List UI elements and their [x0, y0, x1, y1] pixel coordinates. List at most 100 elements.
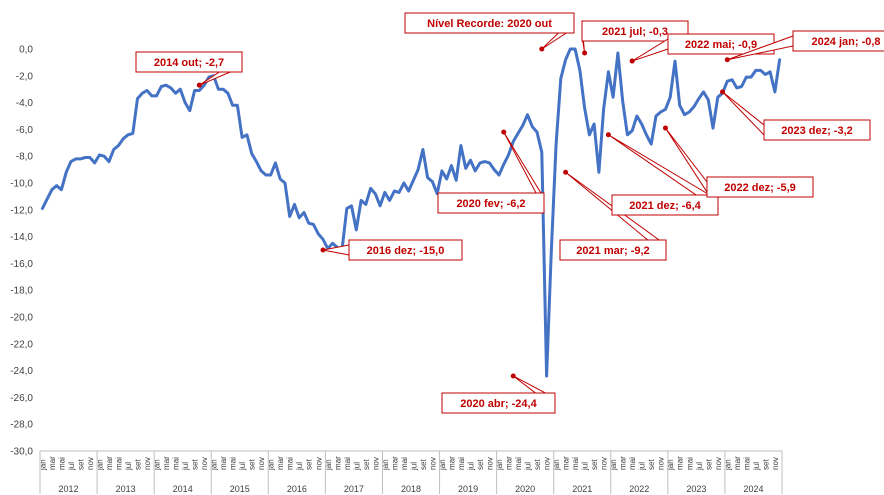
- annotation-marker: [724, 57, 730, 63]
- annotation-box: [135, 51, 243, 73]
- annotation-marker: [510, 373, 516, 379]
- x-tick-label: mar: [333, 456, 342, 470]
- year-label: 2021: [572, 484, 592, 494]
- annotation-box: [706, 176, 814, 198]
- x-tick-label: jul: [524, 462, 533, 471]
- year-label: 2024: [743, 484, 763, 494]
- annotation-pointer: [631, 38, 669, 62]
- x-tick-label: nov: [714, 457, 723, 470]
- annotation-label: 2021 dez; -6,4: [629, 200, 701, 212]
- x-tick-label: nov: [657, 457, 666, 470]
- annotation-marker: [582, 50, 588, 56]
- x-tick-label: set: [761, 459, 770, 470]
- y-tick-label: -26,0: [10, 393, 33, 404]
- x-tick-label: nov: [485, 457, 494, 470]
- annotation-label: 2021 jul; -0,3: [602, 26, 668, 38]
- annotation-box: [404, 12, 575, 34]
- annotation-box: [348, 239, 463, 261]
- y-tick-label: -28,0: [10, 420, 33, 431]
- annotation-label: 2020 abr; -24,4: [460, 398, 537, 410]
- x-tick-label: nov: [771, 457, 780, 470]
- annotation-marker: [605, 132, 611, 138]
- x-tick-label: jan: [38, 459, 47, 471]
- annotation-marker: [501, 129, 507, 135]
- annotation-box: [611, 194, 719, 216]
- x-tick-label: mar: [390, 456, 399, 470]
- x-tick-label: nov: [143, 457, 152, 470]
- x-tick-label: jan: [723, 459, 732, 471]
- y-tick-label: -2,0: [16, 71, 34, 82]
- x-tick-label: nov: [371, 457, 380, 470]
- x-tick-label: mar: [505, 456, 514, 470]
- x-tick-label: set: [533, 459, 542, 470]
- y-tick-label: -4,0: [16, 98, 34, 109]
- annotation-label: 2020 fev; -6,2: [456, 198, 525, 210]
- x-tick-label: jul: [409, 462, 418, 471]
- x-tick-label: jul: [238, 462, 247, 471]
- x-tick-label: set: [362, 459, 371, 470]
- y-tick-label: 0,0: [19, 45, 33, 56]
- year-label: 2019: [458, 484, 478, 494]
- x-tick-label: nov: [200, 457, 209, 470]
- annotation-label: 2021 mar; -9,2: [576, 245, 649, 257]
- x-tick-label: set: [134, 459, 143, 470]
- x-tick-label: set: [76, 459, 85, 470]
- x-tick-label: mar: [619, 456, 628, 470]
- year-label: 2014: [173, 484, 193, 494]
- x-tick-label: mai: [628, 457, 637, 470]
- x-tick-label: jul: [181, 462, 190, 471]
- annotation-label: Nível Recorde: 2020 out: [427, 18, 552, 30]
- x-tick-label: jan: [210, 459, 219, 471]
- x-tick-label: mar: [48, 456, 57, 470]
- x-tick-label: mar: [162, 456, 171, 470]
- x-tick-label: mar: [562, 456, 571, 470]
- x-tick-label: mai: [742, 457, 751, 470]
- x-tick-label: jul: [67, 462, 76, 471]
- x-tick-label: mar: [733, 456, 742, 470]
- annotation-box: [763, 119, 871, 141]
- y-tick-label: -22,0: [10, 339, 33, 350]
- x-tick-label: jan: [552, 459, 561, 471]
- y-tick-label: -18,0: [10, 286, 33, 297]
- x-tick-label: set: [191, 459, 200, 470]
- year-label: 2013: [116, 484, 136, 494]
- x-tick-label: mai: [343, 457, 352, 470]
- series-line: [40, 47, 782, 378]
- annotation-box: [559, 239, 667, 261]
- x-tick-label: set: [590, 459, 599, 470]
- x-tick-label: mai: [114, 457, 123, 470]
- annotation-label: 2016 dez; -15,0: [367, 245, 445, 257]
- annotation-marker: [629, 58, 635, 64]
- annotation-box: [792, 30, 884, 52]
- annotation-label: 2022 dez; -5,9: [724, 182, 796, 194]
- x-tick-label: jan: [324, 459, 333, 471]
- x-tick-label: set: [248, 459, 257, 470]
- x-tick-label: mai: [229, 457, 238, 470]
- year-label: 2022: [629, 484, 649, 494]
- x-tick-label: jan: [381, 459, 390, 471]
- y-tick-label: -6,0: [16, 125, 34, 136]
- x-tick-label: mai: [571, 457, 580, 470]
- annotation-box: [581, 20, 689, 42]
- x-tick-label: nov: [600, 457, 609, 470]
- x-tick-label: jul: [352, 462, 361, 471]
- x-tick-label: mar: [105, 456, 114, 470]
- x-tick-label: set: [476, 459, 485, 470]
- x-tick-label: jan: [438, 459, 447, 471]
- year-label: 2020: [515, 484, 535, 494]
- year-label: 2012: [59, 484, 79, 494]
- x-tick-label: mar: [447, 456, 456, 470]
- x-tick-label: mar: [676, 456, 685, 470]
- x-tick-label: mai: [457, 457, 466, 470]
- x-tick-label: mar: [219, 456, 228, 470]
- y-tick-label: -24,0: [10, 366, 33, 377]
- x-tick-label: nov: [314, 457, 323, 470]
- annotation-label: 2022 mai; -0,9: [685, 39, 757, 51]
- y-tick-label: -20,0: [10, 313, 33, 324]
- x-tick-label: mai: [685, 457, 694, 470]
- x-tick-label: jan: [267, 459, 276, 471]
- x-tick-label: nov: [86, 457, 95, 470]
- x-tick-label: jan: [153, 459, 162, 471]
